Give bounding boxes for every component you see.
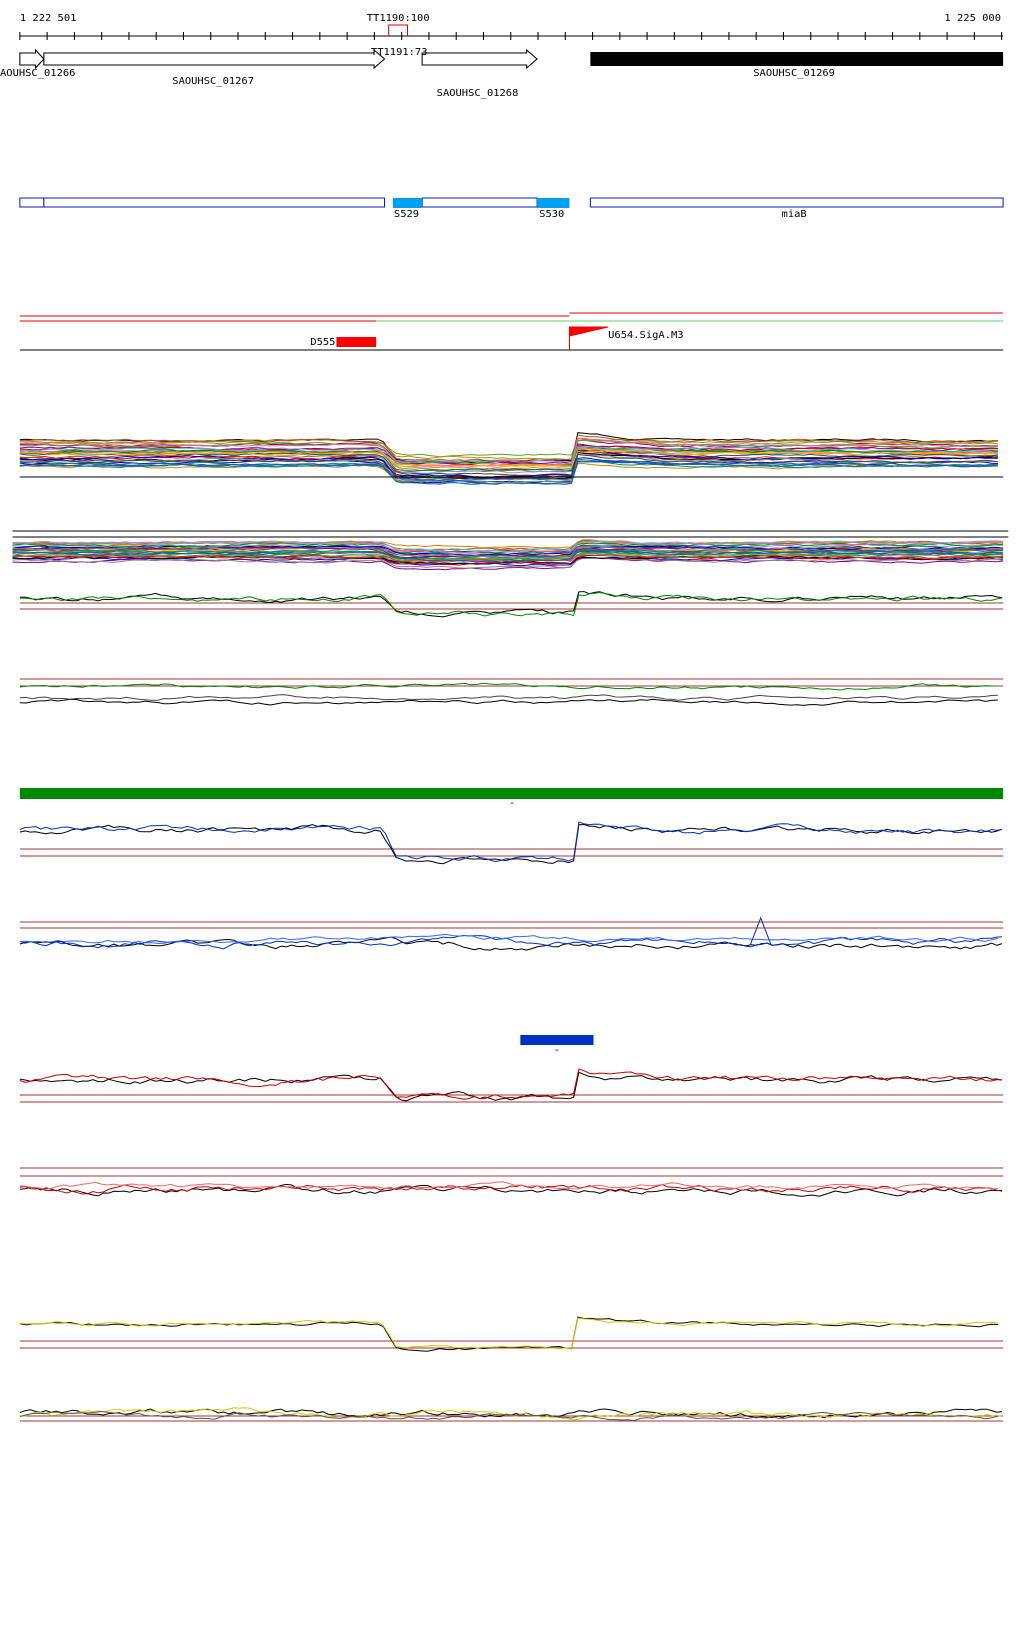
signal-line <box>19 437 998 467</box>
signal-line <box>12 540 1004 552</box>
strand-mark: - <box>509 798 515 809</box>
strand-bar <box>19 788 1004 799</box>
region <box>43 197 386 208</box>
region <box>421 197 538 208</box>
signal-line <box>19 936 1003 951</box>
promoter-label: D555 <box>310 337 335 348</box>
signal-line <box>19 454 998 484</box>
signal-line <box>19 453 998 480</box>
signal-line <box>19 1410 999 1422</box>
signal-line <box>12 548 1004 560</box>
region-highlight <box>537 198 570 208</box>
signal-line <box>12 552 1004 561</box>
gene-label: AOUHSC_01266 <box>0 68 75 79</box>
signal-line <box>19 682 998 691</box>
terminator-label: TT1190:100 <box>367 13 430 24</box>
strand-mark: - <box>554 1045 560 1056</box>
signal-line <box>19 694 998 701</box>
signal-line <box>12 540 1004 549</box>
signal-line <box>19 450 998 468</box>
signal-line <box>12 557 1004 569</box>
signal-line <box>19 460 998 482</box>
signal-line <box>19 446 998 463</box>
strand-bar <box>520 1035 594 1045</box>
terminator-label: TT1191:73 <box>371 47 428 58</box>
gene-label: SAOUHSC_01267 <box>172 76 254 87</box>
ruler-end: 1 225 000 <box>944 13 1001 24</box>
promoter-flag <box>568 326 609 350</box>
gene-block <box>590 52 1004 66</box>
signal-line <box>12 556 1004 567</box>
gene-label: SAOUHSC_01269 <box>753 68 835 79</box>
region <box>19 197 45 208</box>
signal-line <box>19 449 998 477</box>
signal-line <box>19 457 998 484</box>
ruler-ticks <box>19 32 1003 40</box>
region <box>589 197 1004 208</box>
signal-line <box>12 545 1004 559</box>
region-label: S530 <box>539 209 564 220</box>
gene-arrow <box>421 48 538 70</box>
promoter <box>336 337 377 347</box>
signal-line <box>19 823 1003 865</box>
signal-line <box>19 1071 1003 1102</box>
signal-line <box>19 591 1003 617</box>
promoter-label: U654.SigA.M3 <box>608 330 683 341</box>
signal-line <box>19 1068 1003 1100</box>
signal-tracks <box>12 432 1009 1422</box>
signal-line <box>19 821 1003 863</box>
signal-line <box>19 1181 998 1190</box>
signal-line <box>19 698 998 706</box>
signal-line <box>19 1317 998 1350</box>
signal-line <box>19 434 998 461</box>
signal-line <box>19 591 1003 618</box>
gene-arrow <box>43 48 386 70</box>
signal-peak <box>749 916 772 946</box>
region-highlight <box>392 198 423 208</box>
gene-label: SAOUHSC_01268 <box>437 88 519 99</box>
gene-arrow <box>19 48 45 70</box>
signal-line <box>12 549 1004 563</box>
signal-line <box>19 933 998 945</box>
signal-line <box>19 1407 1003 1421</box>
terminator <box>388 24 409 36</box>
ruler-start: 1 222 501 <box>20 13 77 24</box>
signal-line <box>19 1184 1003 1195</box>
region-label: S529 <box>394 209 419 220</box>
region-label: miaB <box>782 209 807 220</box>
region-track <box>19 197 1004 208</box>
